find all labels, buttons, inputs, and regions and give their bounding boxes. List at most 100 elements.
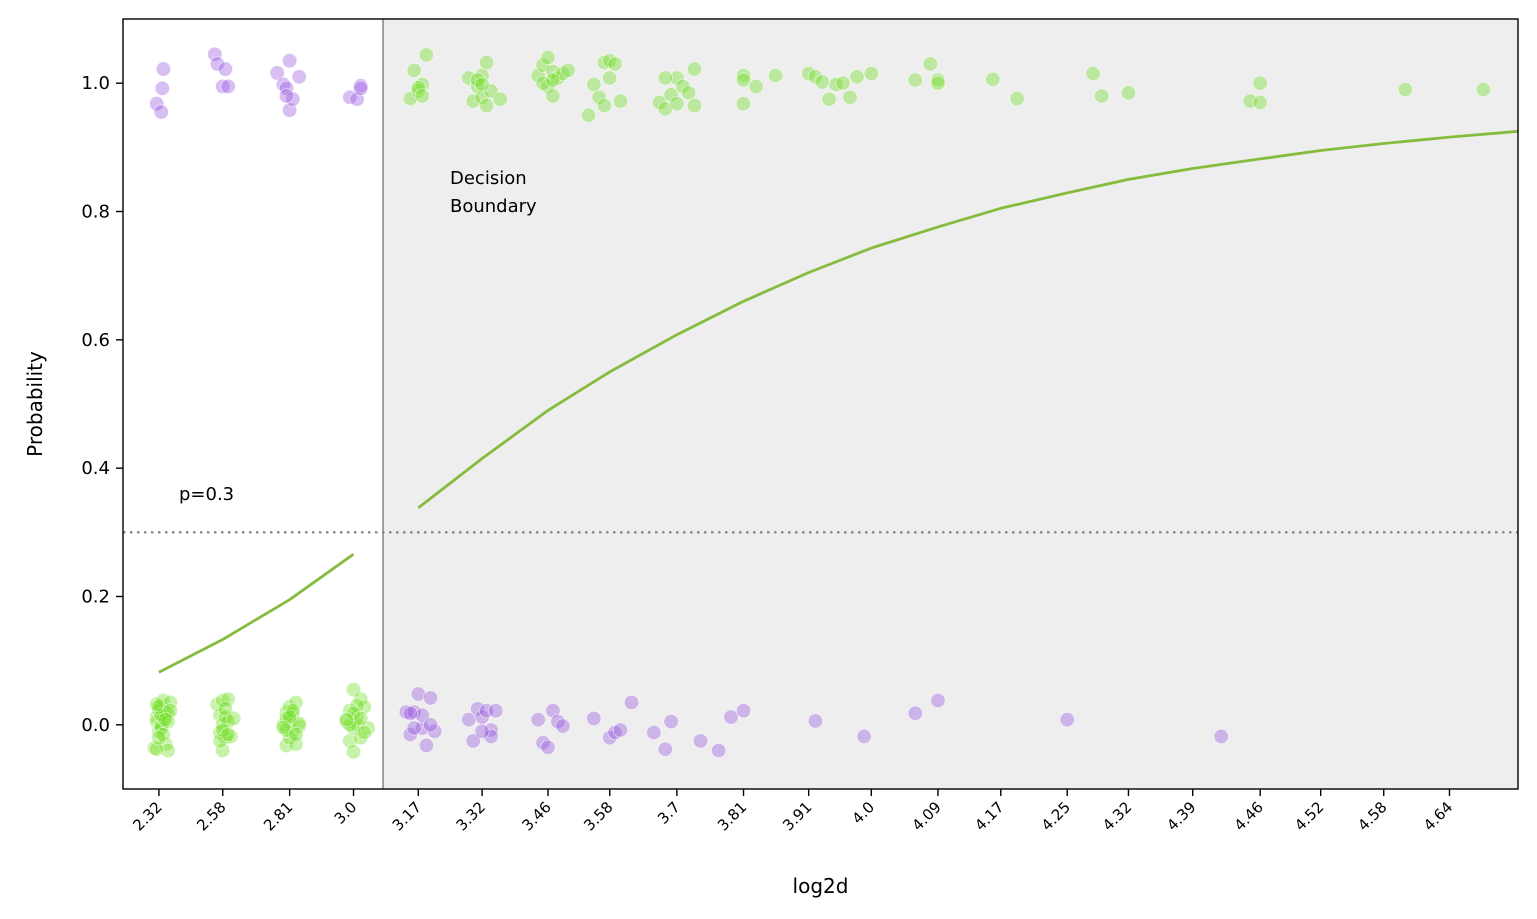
x-tick-label: 3.46 [518,798,554,834]
x-axis: 2.32 2.58 2.81 3.0 3.17 3.32 3.46 3.58 3.7 3.81 3.… [129,789,1456,834]
data-point [215,742,231,759]
data-point [1475,82,1492,98]
data-point [414,720,430,736]
data-point [410,686,426,702]
data-point [686,61,703,77]
threshold-label: p=0.3 [179,484,234,505]
data-point [692,733,709,749]
x-tick-label: 4.52 [1291,798,1327,834]
x-tick-label: 3.91 [779,798,815,834]
data-point [422,690,439,706]
data-point [550,713,566,730]
data-point [478,98,495,114]
x-tick-label: 4.32 [1099,798,1135,834]
data-point [338,712,354,728]
data-point [1120,85,1137,101]
x-tick-label: 3.17 [389,798,425,834]
data-point [545,88,561,104]
data-point [217,709,233,725]
data-point [669,70,685,86]
data-point [269,65,285,81]
y-tick-label: 0.4 [81,458,110,479]
x-tick-label: 4.46 [1231,798,1267,834]
decision-boundary-label-line2: Boundary [450,196,537,217]
data-point [151,730,167,746]
data-point [349,697,365,714]
data-point [149,96,165,112]
data-point [402,91,418,107]
data-point [930,692,946,709]
x-tick-label: 3.58 [580,798,616,834]
data-point [402,705,418,721]
data-point [540,49,556,66]
data-point [735,703,752,719]
data-point [160,742,176,759]
data-point [217,61,233,77]
points-layer [146,46,1492,760]
data-point [651,94,668,111]
fit-curve-segment [417,129,1519,510]
data-point [153,104,169,120]
data-point [209,56,225,72]
data-point [291,69,307,85]
data-point [680,85,697,101]
y-axis: 0.0 0.2 0.4 0.6 0.8 1.0 [81,73,123,736]
data-point [1252,94,1268,111]
data-point [220,78,236,95]
data-point [418,737,434,754]
data-point [545,64,561,80]
y-tick-label: 0.8 [81,202,110,223]
data-point [669,96,685,112]
data-point [474,76,490,93]
data-point [418,47,434,63]
data-point [488,703,504,719]
data-point [530,712,546,728]
data-point [492,91,508,107]
data-point [930,72,946,88]
data-point [821,91,837,107]
data-point [162,694,178,711]
data-point [1059,712,1075,728]
x-tick-label: 4.09 [908,798,944,834]
data-point [646,724,662,741]
y-axis-label: Probability [23,351,47,457]
data-point [748,78,764,95]
data-point [602,70,618,86]
data-point [586,76,602,93]
data-point [278,722,295,738]
data-point [675,78,691,95]
data-point [842,89,858,105]
curve-layer [158,129,1519,674]
data-point [723,709,739,725]
data-point [623,694,640,711]
data-point [1009,91,1025,107]
data-point [406,720,422,736]
x-tick-label: 4.39 [1163,798,1199,834]
data-point [207,46,223,62]
data-point [1252,75,1268,91]
data-point [711,742,727,759]
data-point [288,726,304,743]
shaded-region [383,19,1518,789]
data-point [414,88,430,104]
data-point [461,712,477,728]
data-point [735,96,752,112]
data-point [849,69,865,85]
data-point [220,691,236,707]
data-point [856,728,872,745]
data-point [663,713,679,730]
data-point [930,75,946,91]
data-point [422,717,439,733]
y-tick-label: 0.2 [81,587,110,608]
data-point [657,70,673,86]
data-point [410,80,426,96]
data-point [149,696,165,712]
y-tick-label: 1.0 [81,73,110,94]
data-point [483,728,499,745]
data-point [217,701,233,717]
data-point [469,701,486,717]
data-point [275,719,291,736]
data-point [1213,728,1229,745]
data-point [149,741,165,757]
data-point [469,72,486,88]
